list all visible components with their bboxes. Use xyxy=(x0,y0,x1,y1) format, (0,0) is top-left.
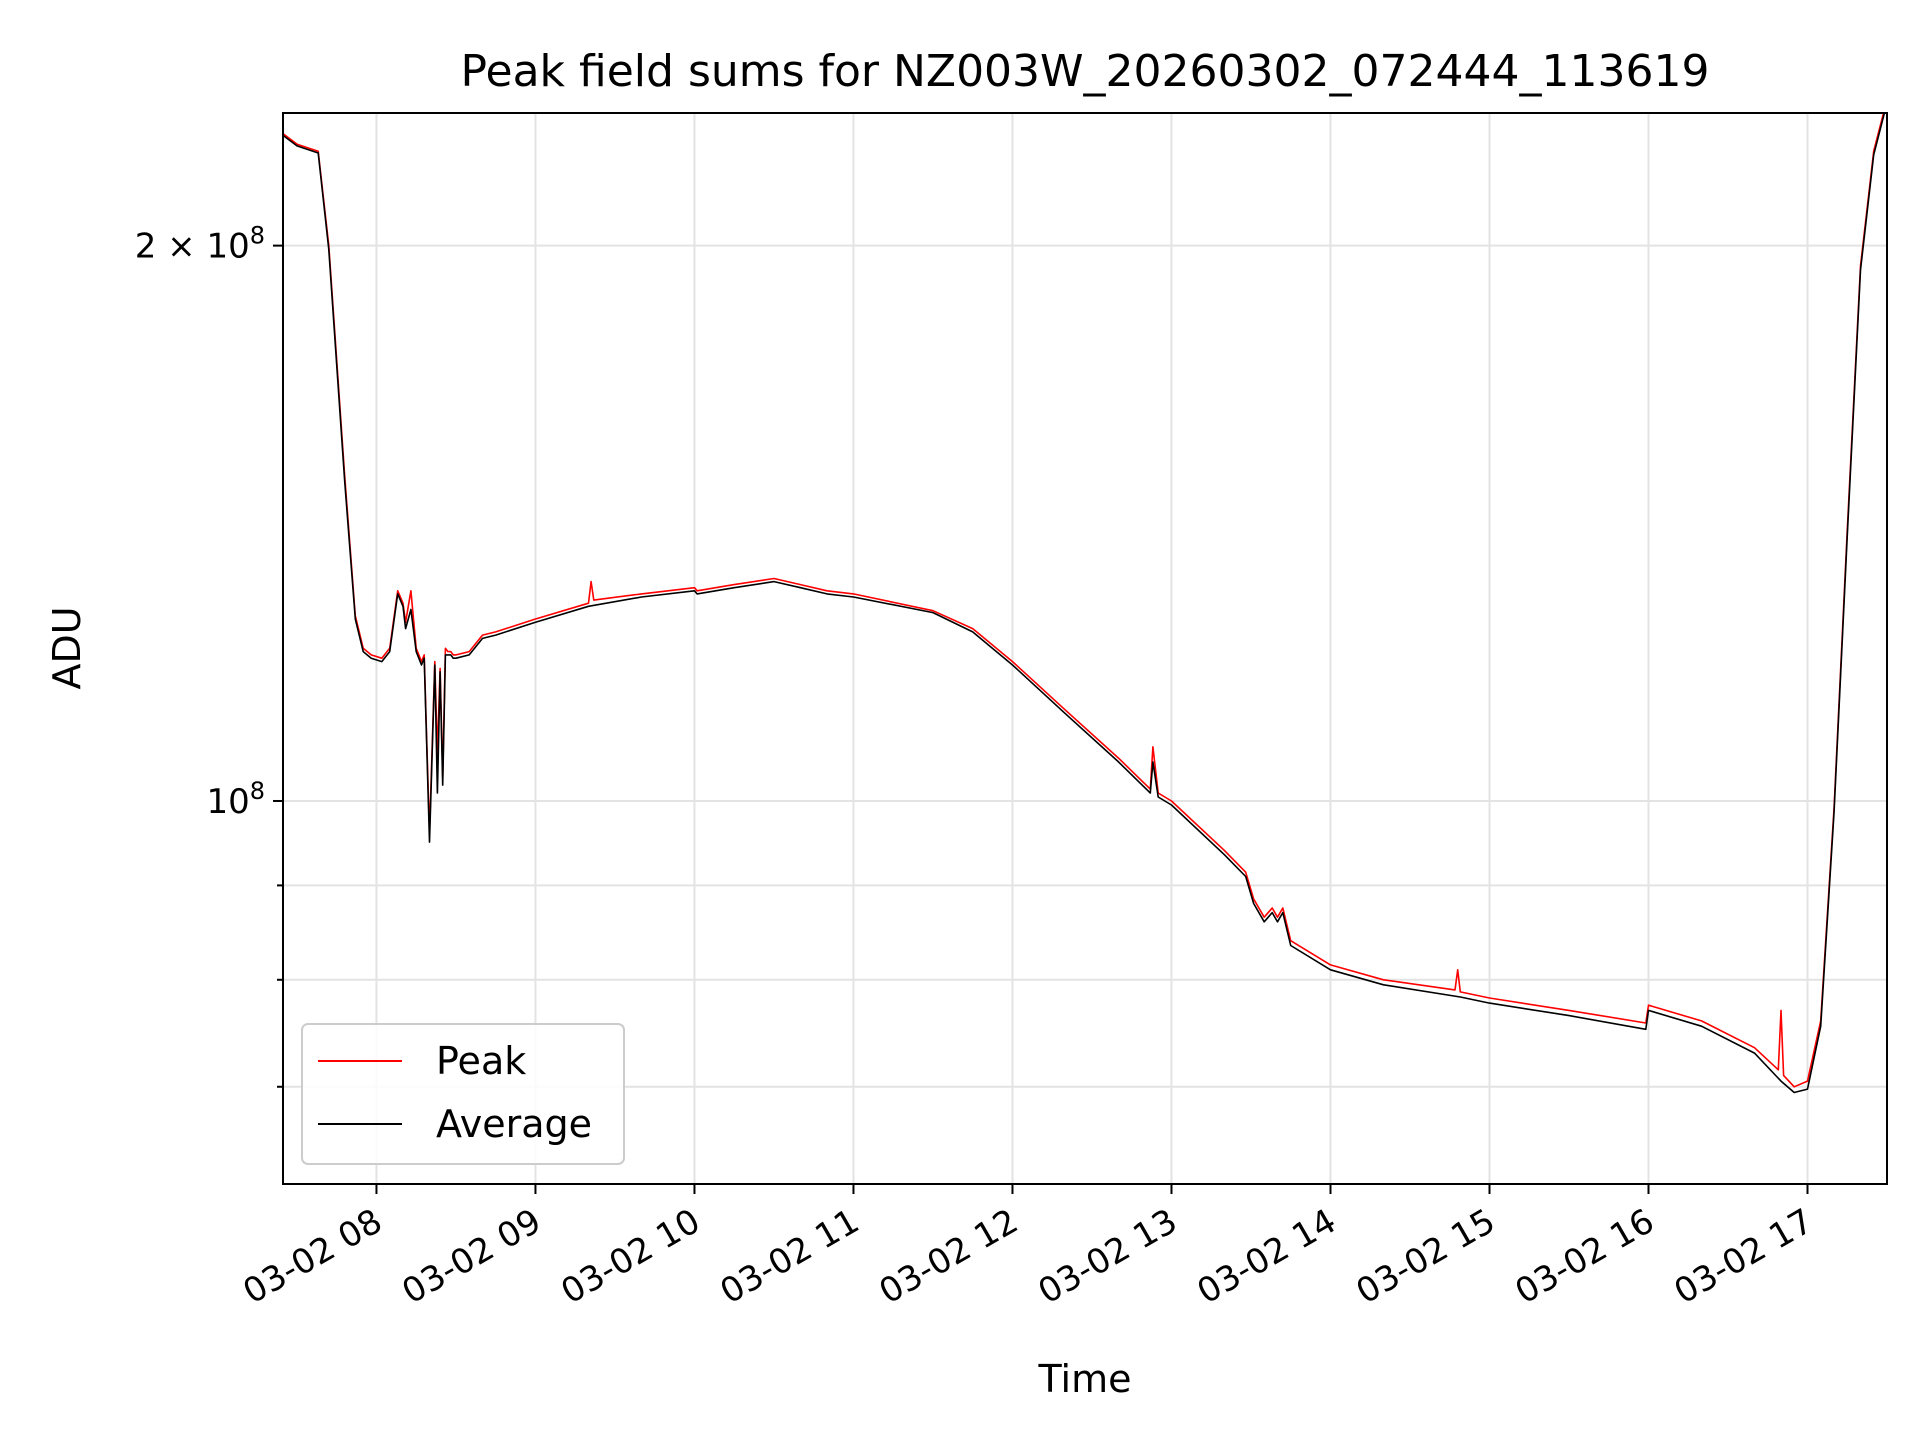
series-layer xyxy=(283,113,1886,1094)
legend-label-average: Average xyxy=(436,1102,592,1146)
plot-background xyxy=(283,113,1887,1184)
y-tick-label: 108 xyxy=(206,777,265,822)
chart-title: Peak field sums for NZ003W_20260302_0724… xyxy=(461,46,1710,97)
legend-box xyxy=(301,1023,625,1165)
y-tick-label: 2 × 108 xyxy=(135,222,265,267)
legend: Peak Average xyxy=(301,1023,625,1165)
legend-label-peak: Peak xyxy=(436,1039,526,1083)
x-axis-label: Time xyxy=(1038,1357,1132,1401)
y-axis-label: ADU xyxy=(45,606,89,689)
plot-frame xyxy=(282,112,1888,1185)
series-line-average xyxy=(283,113,1886,1094)
